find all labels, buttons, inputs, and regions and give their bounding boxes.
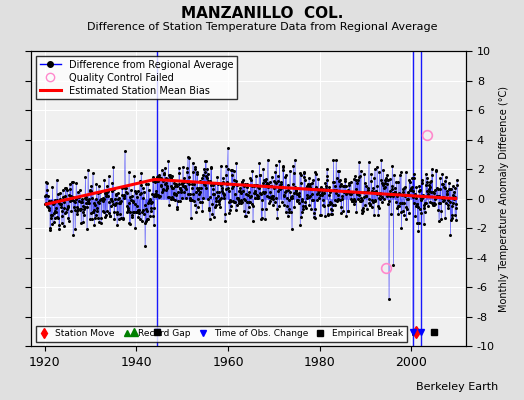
Text: MANZANILLO  COL.: MANZANILLO COL. [181, 6, 343, 21]
Text: Difference of Station Temperature Data from Regional Average: Difference of Station Temperature Data f… [87, 22, 437, 32]
Legend: Station Move, Record Gap, Time of Obs. Change, Empirical Break: Station Move, Record Gap, Time of Obs. C… [36, 326, 407, 342]
Text: Berkeley Earth: Berkeley Earth [416, 382, 498, 392]
Y-axis label: Monthly Temperature Anomaly Difference (°C): Monthly Temperature Anomaly Difference (… [499, 86, 509, 312]
